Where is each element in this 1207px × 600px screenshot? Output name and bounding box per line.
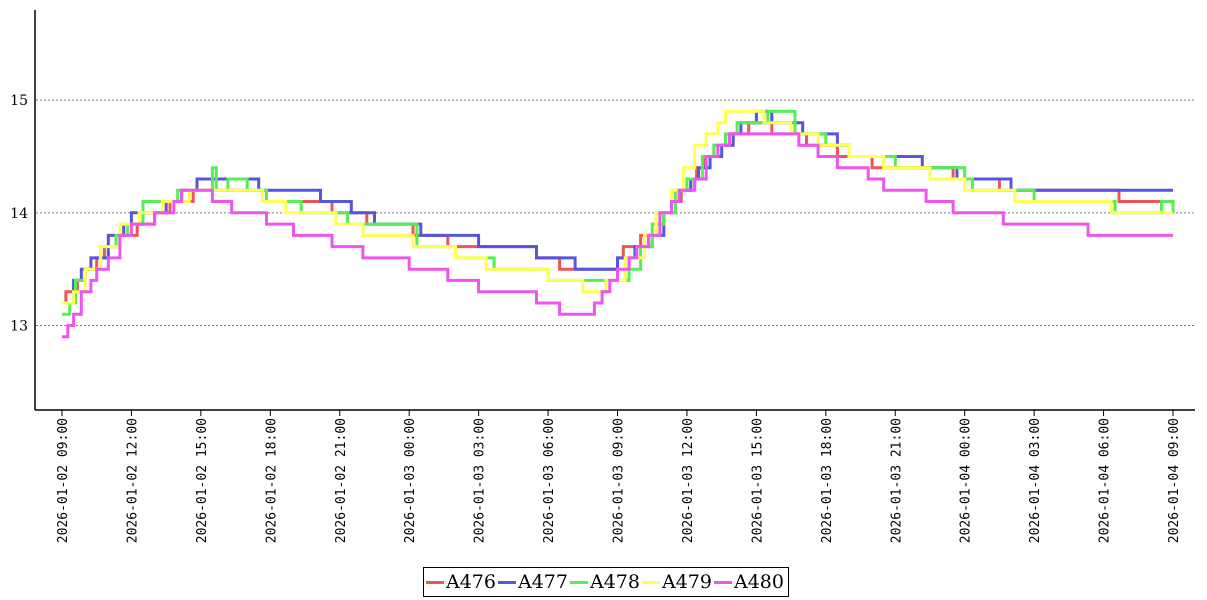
x-tick-label: 2026-01-02 09:00 — [56, 418, 71, 543]
legend-label: A479 — [662, 571, 712, 593]
x-tick-label: 2026-01-03 09:00 — [612, 418, 627, 543]
x-tick-label: 2026-01-04 09:00 — [1167, 418, 1182, 543]
legend-label: A476 — [446, 571, 496, 593]
x-tick-label: 2026-01-04 06:00 — [1098, 418, 1113, 543]
x-tick-label: 2026-01-04 03:00 — [1028, 418, 1043, 543]
legend: A476 A477 A478 A479 A480 — [423, 567, 789, 597]
y-tick-label: 15 — [10, 93, 28, 109]
legend-item: A480 — [714, 571, 784, 593]
x-tick-label: 2026-01-02 18:00 — [264, 418, 279, 543]
legend-item: A476 — [426, 571, 496, 593]
series-line-A480 — [62, 132, 1173, 339]
legend-label: A477 — [518, 571, 568, 593]
x-tick-label: 2026-01-03 18:00 — [820, 418, 835, 543]
legend-swatch — [426, 580, 444, 584]
legend-swatch — [714, 580, 732, 584]
legend-swatch — [570, 580, 588, 584]
x-tick-label: 2026-01-02 12:00 — [125, 418, 140, 543]
x-tick-label: 2026-01-03 12:00 — [681, 418, 696, 543]
legend-swatch — [642, 580, 660, 584]
x-tick-label: 2026-01-03 21:00 — [889, 418, 904, 543]
x-tick-label: 2026-01-03 06:00 — [542, 418, 557, 543]
x-tick-label: 2026-01-02 15:00 — [195, 418, 210, 543]
legend-label: A480 — [734, 571, 784, 593]
x-tick-label: 2026-01-03 00:00 — [403, 418, 418, 543]
y-tick-labels: 13 14 15 — [10, 93, 28, 334]
legend-swatch — [498, 580, 516, 584]
axes — [34, 10, 1195, 411]
y-tick-label: 14 — [10, 206, 28, 222]
y-tick-label: 13 — [10, 318, 28, 334]
legend-item: A477 — [498, 571, 568, 593]
x-tick-label: 2026-01-02 21:00 — [334, 418, 349, 543]
x-tick-label: 2026-01-03 15:00 — [750, 418, 765, 543]
gridlines — [36, 99, 1195, 326]
legend-label: A478 — [590, 571, 640, 593]
x-tick-label: 2026-01-03 03:00 — [473, 418, 488, 543]
legend-item: A478 — [570, 571, 640, 593]
x-tick-labels: 2026-01-02 09:00 2026-01-02 12:00 2026-01-… — [56, 410, 1182, 543]
legend-item: A479 — [642, 571, 712, 593]
x-tick-label: 2026-01-04 00:00 — [959, 418, 974, 543]
series-layer — [62, 109, 1175, 339]
